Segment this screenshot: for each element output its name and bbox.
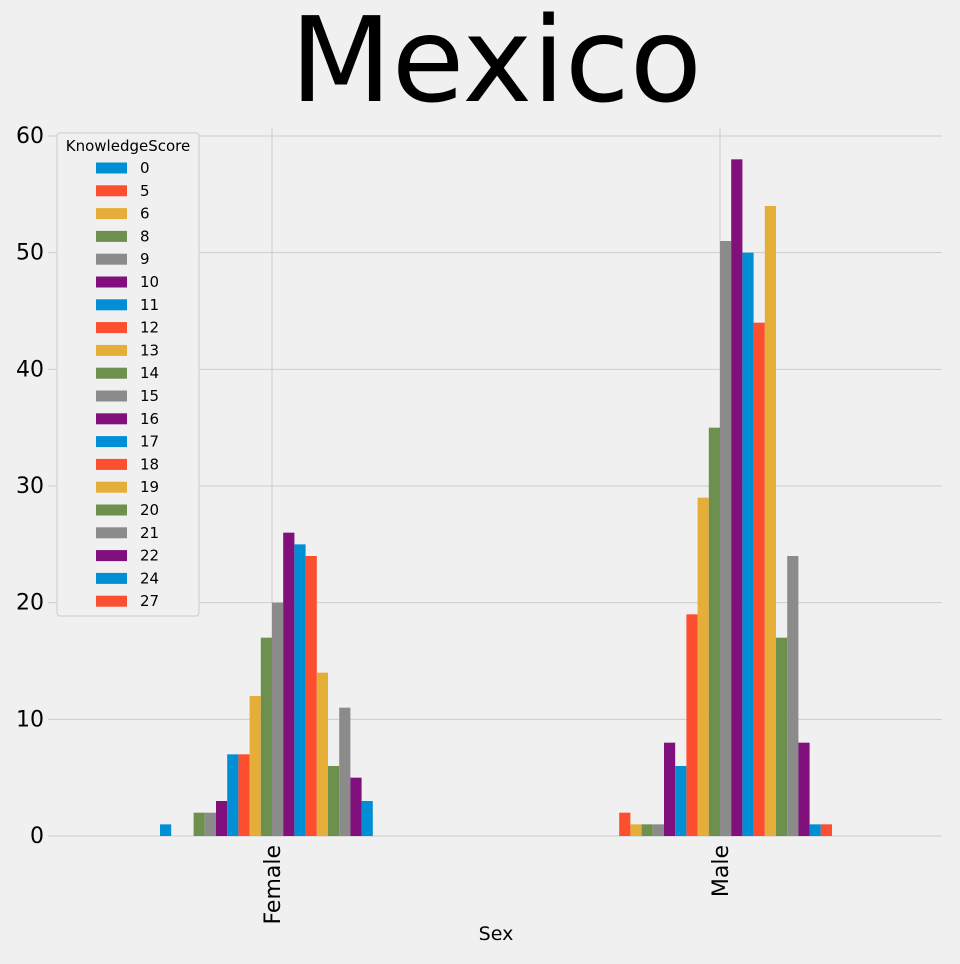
bar <box>350 777 362 836</box>
bar <box>652 824 664 836</box>
legend-label: 13 <box>140 341 159 359</box>
bar <box>294 544 306 836</box>
legend-label: 15 <box>140 387 159 405</box>
bar <box>641 824 653 836</box>
legend-label: 22 <box>140 547 159 565</box>
legend-swatch <box>96 595 127 607</box>
legend-label: 20 <box>140 501 159 519</box>
bar <box>328 766 340 836</box>
bar <box>193 812 205 836</box>
legend-label: 0 <box>140 159 150 177</box>
y-tick-label: 50 <box>16 241 44 266</box>
legend-label: 10 <box>140 273 159 291</box>
bar <box>731 159 743 837</box>
y-tick-label: 20 <box>16 591 44 616</box>
bar <box>305 556 317 836</box>
bar <box>216 801 228 836</box>
legend-swatch <box>96 413 127 425</box>
bar <box>160 824 172 836</box>
legend-swatch <box>96 162 127 174</box>
bar <box>720 241 732 836</box>
bar <box>238 754 250 836</box>
legend-label: 24 <box>140 569 159 587</box>
bar <box>249 696 261 836</box>
legend-swatch <box>96 390 127 402</box>
legend-swatch <box>96 299 127 311</box>
legend-label: 17 <box>140 433 159 451</box>
bar <box>753 322 765 837</box>
bar <box>630 824 642 836</box>
legend-label: 19 <box>140 478 159 496</box>
legend-swatch <box>96 322 127 334</box>
x-tick-label: Male <box>709 845 734 897</box>
legend-swatch <box>96 253 127 265</box>
bar <box>675 766 687 836</box>
bar <box>787 556 799 836</box>
bar <box>664 742 676 836</box>
bar <box>339 707 351 836</box>
bar <box>316 672 328 836</box>
bar <box>776 637 788 836</box>
y-tick-label: 60 <box>16 124 44 149</box>
bar <box>798 742 810 836</box>
x-axis-label: Sex <box>479 923 514 945</box>
y-tick-label: 30 <box>16 474 44 499</box>
legend-swatch <box>96 436 127 448</box>
legend-label: 18 <box>140 455 159 473</box>
legend-swatch <box>96 185 127 197</box>
bar <box>697 497 709 836</box>
legend-title: KnowledgeScore <box>66 137 190 155</box>
bar <box>361 801 373 836</box>
legend-label: 8 <box>140 227 150 245</box>
x-tick-label: Female <box>261 845 286 925</box>
legend-swatch <box>96 208 127 220</box>
bar <box>204 812 216 836</box>
legend-swatch <box>96 504 127 516</box>
bar <box>764 206 776 836</box>
legend-swatch <box>96 572 127 584</box>
legend-swatch <box>96 344 127 356</box>
y-tick-label: 40 <box>16 357 44 382</box>
bar <box>708 427 720 836</box>
legend-label: 6 <box>140 205 150 223</box>
bar <box>742 252 754 836</box>
y-tick-label: 10 <box>16 707 44 732</box>
legend-label: 27 <box>140 592 159 610</box>
bar <box>227 754 239 836</box>
bar <box>619 812 631 836</box>
legend-swatch <box>96 230 127 242</box>
legend-label: 11 <box>140 296 159 314</box>
legend: KnowledgeScore 0 5 6 8 9 10 11 12 13 14 15 16 17 18 19… <box>56 132 200 617</box>
bars <box>160 159 832 837</box>
legend-swatch <box>96 367 127 379</box>
legend-label: 14 <box>140 364 159 382</box>
y-tick-label: 0 <box>30 824 44 849</box>
legend-frame <box>56 132 200 617</box>
bar <box>260 637 272 836</box>
legend-swatch <box>96 481 127 493</box>
chart-title: Mexico <box>290 0 702 129</box>
bar <box>686 614 698 836</box>
legend-label: 9 <box>140 250 150 268</box>
legend-swatch <box>96 458 127 470</box>
bar <box>283 532 295 836</box>
bar <box>809 824 821 836</box>
legend-swatch <box>96 527 127 539</box>
legend-label: 16 <box>140 410 159 428</box>
legend-label: 21 <box>140 524 159 542</box>
bar <box>272 602 284 836</box>
legend-label: 5 <box>140 182 150 200</box>
legend-swatch <box>96 276 127 288</box>
legend-label: 12 <box>140 319 159 337</box>
legend-swatch <box>96 550 127 562</box>
bar <box>820 824 832 836</box>
